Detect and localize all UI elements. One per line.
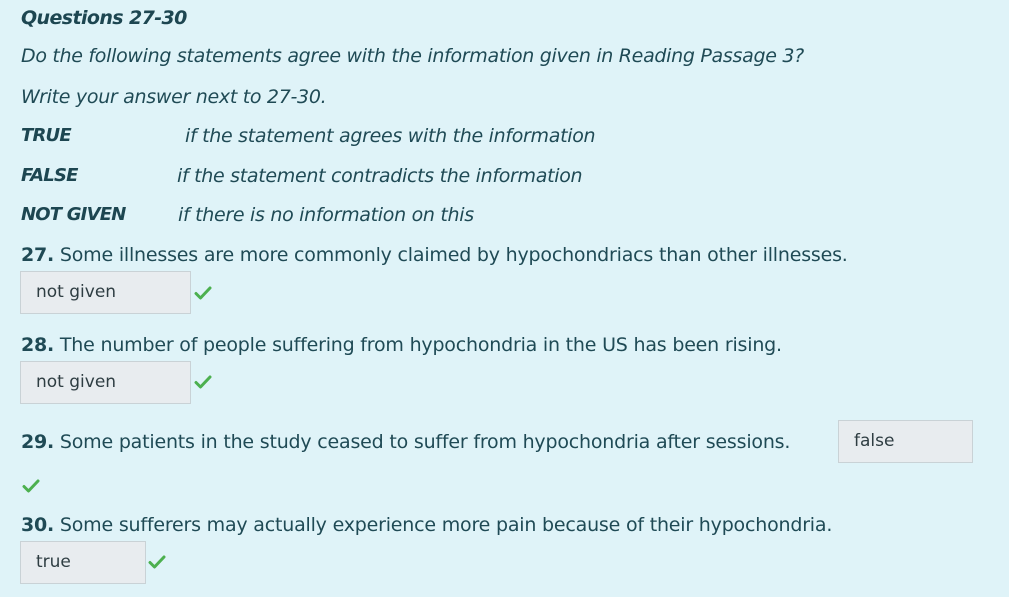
question-text: The number of people suffering from hypo… xyxy=(54,334,782,356)
check-icon xyxy=(194,286,212,300)
questions-heading: Questions 27-30 xyxy=(21,7,187,29)
legend-key-false: FALSE xyxy=(21,165,78,186)
check-icon xyxy=(148,555,166,569)
question-number: 28. xyxy=(21,334,55,356)
question-27: 27. Some illnesses are more commonly cla… xyxy=(21,244,848,266)
question-text: Some patients in the study ceased to suf… xyxy=(54,431,791,453)
question-28: 28. The number of people suffering from … xyxy=(21,334,782,356)
check-icon xyxy=(194,375,212,389)
question-30: 30. Some sufferers may actually experien… xyxy=(21,514,832,536)
question-number: 27. xyxy=(21,244,55,266)
question-number: 30. xyxy=(21,514,55,536)
question-text: Some sufferers may actually experience m… xyxy=(54,514,833,536)
instruction-text: Write your answer next to 27-30. xyxy=(21,86,327,108)
answer-box-28[interactable]: not given xyxy=(20,361,191,404)
check-icon xyxy=(22,479,40,493)
legend-key-true: TRUE xyxy=(21,125,72,146)
legend-desc-false: if the statement contradicts the informa… xyxy=(177,165,583,187)
legend-desc-true: if the statement agrees with the informa… xyxy=(185,125,596,147)
answer-box-30[interactable]: true xyxy=(20,541,146,584)
instruction-text: Do the following statements agree with t… xyxy=(21,45,804,67)
question-number: 29. xyxy=(21,431,55,453)
answer-box-27[interactable]: not given xyxy=(20,271,191,314)
question-29: 29. Some patients in the study ceased to… xyxy=(21,431,790,453)
question-text: Some illnesses are more commonly claimed… xyxy=(54,244,848,266)
legend-desc-not-given: if there is no information on this xyxy=(178,204,474,226)
answer-box-29[interactable]: false xyxy=(838,420,973,463)
legend-key-not-given: NOT GIVEN xyxy=(21,204,126,225)
